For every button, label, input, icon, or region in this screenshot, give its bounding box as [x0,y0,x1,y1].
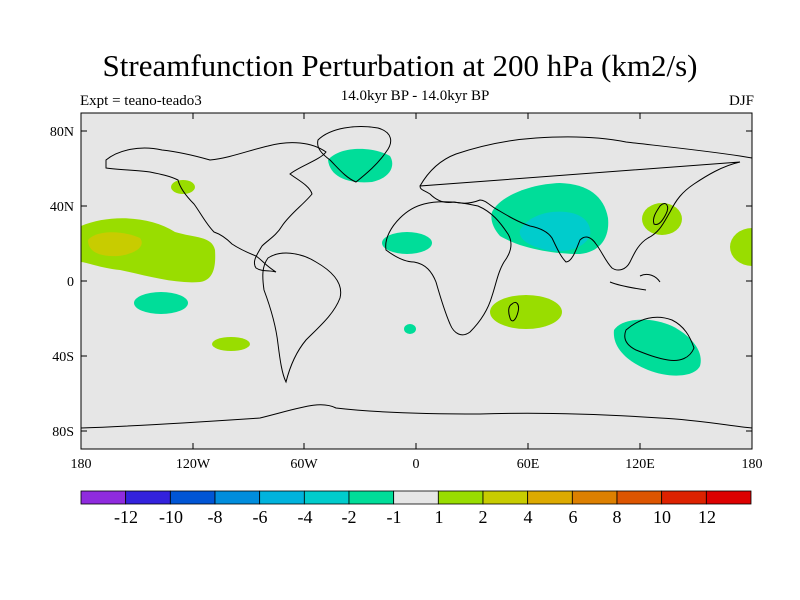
y-axis-labels: 80N 40N 0 40S 80S [50,125,74,440]
colorbar-swatch [125,490,171,505]
colorbar-label: 10 [653,507,671,527]
coastline-madagascar [508,301,519,322]
anomaly-positive-southeast-pacific [212,337,250,351]
coastline-greenland [317,126,392,183]
colorbar-swatch [571,490,618,505]
x-axis-labels: 180 120W 60W 0 60E 120E 180 [71,457,763,472]
coastline-africa [385,201,512,336]
colorbar-label: 12 [698,507,716,527]
colorbar-swatch [527,490,573,505]
axis-ticks [80,113,753,449]
anomaly-strong-negative-india [519,211,591,252]
season-label: DJF [728,93,754,109]
period-label: 14.0kyr BP - 14.0kyr BP [340,88,490,104]
colorbar-swatch [348,490,395,505]
colorbar-label: -6 [253,507,268,527]
colorbar-swatch [482,490,529,505]
x-tick-label: 60W [290,457,318,472]
anomaly-shading [81,148,752,376]
y-tick-label: 40S [52,350,74,365]
colorbar-label: 2 [479,507,488,527]
colorbar-label: -1 [387,507,402,527]
coastline-antarctica [81,404,752,429]
coastline-australia [624,316,695,361]
colorbar-swatch [393,490,439,505]
colorbar-label: 4 [524,507,533,527]
anomaly-positive-west-pacific [730,228,752,266]
anomaly-strong-positive-east-pacific [88,232,142,257]
colorbar-swatch [214,490,261,505]
anomaly-negative-south-pacific [134,292,188,314]
colorbar-swatch [437,490,484,505]
coastline-north-america [105,142,327,273]
colorbar-swatch [259,490,305,505]
x-tick-label: 0 [413,457,420,472]
y-tick-label: 80N [50,125,74,140]
colorbar-label: -10 [159,507,183,527]
colorbar-labels: -12 -10 -8 -6 -4 -2 -1 1 2 4 6 8 10 12 [114,507,716,527]
colorbar [80,490,752,505]
colorbar-label: 1 [435,507,444,527]
colorbar-swatch [705,490,752,505]
anomaly-positive-japan [642,203,682,235]
colorbar-label: 6 [569,507,578,527]
coastlines [81,126,752,429]
experiment-label: Expt = teano-teado3 [80,93,202,109]
colorbar-swatch [303,490,350,505]
plot-title: Streamfunction Perturbation at 200 hPa (… [102,48,698,83]
anomaly-positive-madagascar [490,295,562,329]
x-tick-label: 120E [625,457,655,472]
colorbar-swatch [169,490,216,505]
colorbar-swatch [80,490,127,505]
colorbar-swatch [661,490,707,505]
colorbar-label: -12 [114,507,138,527]
y-tick-label: 80S [52,425,74,440]
x-tick-label: 180 [71,457,92,472]
anomaly-positive-northeast-pacific [171,180,195,194]
coastline-indonesia [609,273,661,291]
coastline-japan [653,203,669,225]
colorbar-label: -8 [208,507,223,527]
y-tick-label: 40N [50,200,74,215]
x-tick-label: 180 [742,457,763,472]
anomaly-negative-south-atlantic [404,324,416,334]
colorbar-label: -4 [298,507,313,527]
y-tick-label: 0 [67,275,74,290]
anomaly-negative-tropical-atlantic [382,232,432,254]
x-tick-label: 120W [176,457,211,472]
colorbar-label: -2 [342,507,357,527]
anomaly-negative-australia [613,319,701,376]
colorbar-label: 8 [613,507,622,527]
coastline-south-america [262,252,342,384]
colorbar-swatch [616,490,663,505]
x-tick-label: 60E [517,457,540,472]
